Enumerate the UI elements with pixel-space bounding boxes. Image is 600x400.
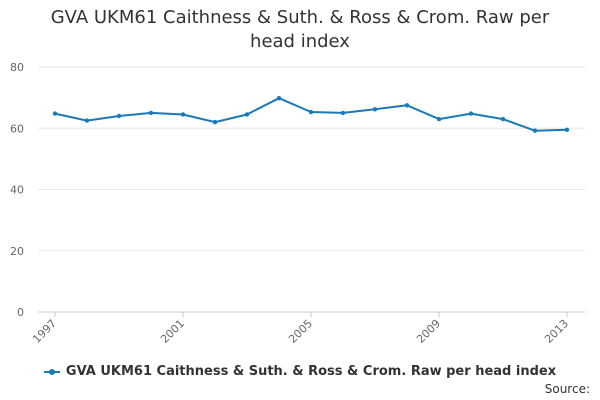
data-point[interactable]: [404, 103, 410, 108]
y-tick-label: 0: [17, 306, 24, 319]
data-point[interactable]: [52, 111, 58, 116]
x-tick-label: 2009: [414, 317, 443, 346]
y-tick-label: 60: [10, 122, 24, 135]
chart-title-line-2: head index: [250, 31, 350, 52]
data-point[interactable]: [180, 112, 186, 117]
data-point[interactable]: [148, 110, 154, 116]
x-tick-label: 1997: [30, 317, 59, 346]
series-line: [54, 97, 568, 132]
data-point[interactable]: [436, 116, 442, 122]
x-axis-ticks: 1997 2001 2005 2009 2013: [30, 312, 571, 346]
source-label: Source:: [544, 382, 590, 396]
x-tick-label: 2005: [286, 317, 315, 346]
x-tick-label: 2001: [158, 317, 187, 346]
chart-title-line-1: GVA UKM61 Caithness & Suth. & Ross & Cro…: [50, 7, 550, 28]
legend-marker: [48, 368, 55, 375]
legend-label: GVA UKM61 Caithness & Suth. & Ross & Cro…: [65, 364, 557, 379]
data-point[interactable]: [276, 96, 282, 101]
data-point[interactable]: [84, 118, 90, 123]
legend[interactable]: GVA UKM61 Caithness & Suth. & Ross & Cro…: [0, 364, 600, 379]
y-tick-label: 20: [10, 245, 24, 258]
data-point[interactable]: [308, 109, 314, 115]
x-tick-label: 2013: [542, 317, 571, 346]
legend-swatch-icon: [43, 368, 60, 375]
data-point[interactable]: [244, 112, 250, 117]
series-layer: [52, 96, 570, 133]
y-tick-label: 80: [10, 61, 24, 74]
data-point[interactable]: [212, 119, 218, 125]
gridlines: [38, 66, 585, 313]
y-tick-label: 40: [10, 184, 24, 197]
data-point[interactable]: [532, 128, 538, 133]
chart-title: GVA UKM61 Caithness & Suth. & Ross & Cro…: [0, 6, 600, 54]
data-point[interactable]: [500, 116, 506, 122]
data-point[interactable]: [564, 127, 570, 132]
data-point[interactable]: [340, 110, 346, 116]
y-axis-ticks: 0 20 40 60 80: [10, 61, 24, 319]
data-point[interactable]: [372, 107, 378, 112]
data-point[interactable]: [116, 113, 122, 119]
data-point[interactable]: [468, 111, 474, 116]
